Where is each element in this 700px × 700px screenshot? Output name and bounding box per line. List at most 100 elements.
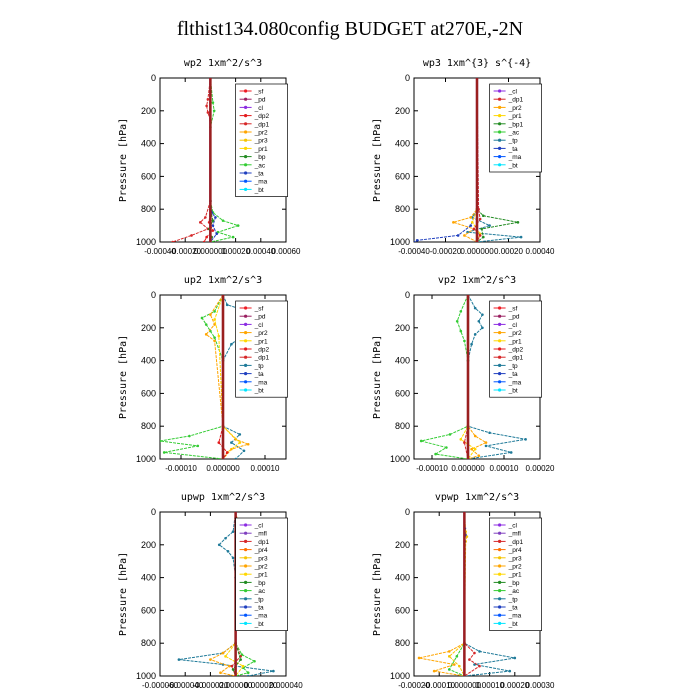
- legend-marker: [244, 564, 248, 568]
- series-point-pr2: [234, 438, 237, 441]
- series-group: [171, 78, 240, 242]
- series-point-pr1: [224, 655, 227, 658]
- series-point-ac: [448, 433, 452, 436]
- legend-label: _dp1: [508, 97, 524, 104]
- legend-label: _ta: [254, 171, 264, 178]
- legend-marker: [244, 388, 248, 392]
- y-tick-label: 800: [141, 204, 156, 214]
- legend-marker: [244, 556, 248, 560]
- series-point-tp: [513, 656, 517, 660]
- series-point-tp: [234, 457, 237, 459]
- x-tick-label: 0.00020: [221, 247, 250, 256]
- legend-marker: [244, 331, 248, 335]
- legend-label: _ma: [508, 613, 522, 620]
- series-point-pr2: [473, 434, 477, 438]
- legend-label: _bp: [254, 154, 266, 161]
- series-point-ta: [214, 216, 217, 219]
- legend-label: _mfl: [254, 531, 268, 538]
- legend-marker: [244, 89, 248, 93]
- chart-title: wp3 1xm^{3} s^{-4}: [423, 58, 531, 69]
- x-tick-label: 0.00010: [490, 464, 519, 473]
- legend-marker: [498, 605, 502, 609]
- legend-marker: [244, 613, 248, 617]
- series-point-bp: [480, 227, 484, 231]
- legend-marker: [498, 114, 502, 118]
- legend: _cl_mfl_dp1_pr4_pr3_pr2_pr1_bp_ac_tp_ta_…: [235, 517, 288, 631]
- series-point-tp: [226, 550, 230, 553]
- legend-marker: [244, 621, 248, 626]
- legend-marker: [244, 572, 248, 576]
- legend-label: _pd: [508, 314, 520, 321]
- y-tick-label: 1000: [390, 671, 410, 681]
- series-point-ac: [211, 101, 215, 104]
- legend-marker: [498, 89, 502, 93]
- x-tick-label: 0.000000: [460, 247, 494, 256]
- series-point-ac: [455, 655, 459, 658]
- series-point-dp2: [211, 229, 215, 232]
- legend-label: _cl: [508, 523, 518, 530]
- legend-marker: [244, 122, 248, 126]
- series-line-ac: [421, 295, 469, 459]
- series-point-dp1: [468, 658, 471, 661]
- series-line-pr1: [224, 512, 244, 676]
- series-point-ac: [434, 452, 437, 456]
- y-tick-label: 400: [141, 356, 156, 366]
- y-tick-label: 400: [141, 573, 156, 583]
- series-point-pr2: [219, 671, 222, 675]
- series-point-dp1: [171, 240, 174, 242]
- x-tick-label: -0.000060: [142, 681, 179, 690]
- chart-panel-4: vp2 1xm^2/s^3 Pressure [hPa] 0 200 400 600 800…: [372, 275, 555, 473]
- x-tick-label: 0.00020: [494, 247, 523, 256]
- legend-marker: [498, 388, 502, 392]
- series-point-pr2: [463, 234, 466, 237]
- legend-marker: [498, 146, 502, 150]
- legend-marker: [244, 146, 248, 150]
- series-point-tp: [477, 319, 481, 323]
- series-point-ac: [419, 439, 423, 443]
- y-tick-label: 0: [151, 507, 156, 517]
- y-tick-label: 600: [395, 388, 410, 398]
- y-tick-label: 600: [395, 605, 410, 615]
- legend-label: _bt: [508, 621, 518, 628]
- legend-label: _dp1: [508, 355, 524, 362]
- series-point-tp: [524, 438, 527, 441]
- series-point-pr2: [453, 663, 456, 666]
- legend-marker: [498, 314, 502, 318]
- series-point-pr2: [447, 650, 451, 653]
- series-point-pr3: [447, 655, 451, 658]
- legend-marker: [498, 613, 502, 617]
- legend-marker: [244, 97, 248, 101]
- series-point-pr1: [459, 438, 463, 441]
- legend-label: _pr3: [254, 555, 268, 562]
- legend: _cl_dp1_pr2_pr1_bp1 _ac_tp_ta_ma_bt: [489, 83, 542, 173]
- x-tick-label: 0.000000: [451, 464, 485, 473]
- legend-label: _tp: [508, 138, 518, 145]
- series-point-ac: [212, 109, 216, 113]
- legend-marker: [244, 314, 248, 318]
- series-point-tp: [508, 669, 512, 673]
- chart-title: vp2 1xm^2/s^3: [438, 275, 516, 286]
- y-tick-label: 400: [141, 139, 156, 149]
- series-point-ta: [414, 240, 416, 242]
- series-point-ac: [253, 659, 256, 663]
- chart-title: up2 1xm^2/s^3: [184, 275, 262, 286]
- y-tick-label: 1000: [390, 237, 410, 247]
- y-tick-label: 400: [395, 139, 410, 149]
- series-point-ac: [231, 235, 235, 239]
- y-tick-label: 200: [141, 323, 156, 333]
- y-tick-label: 600: [141, 605, 156, 615]
- legend-label: _pr4: [254, 547, 268, 554]
- series-point-ac: [204, 323, 208, 326]
- legend-marker: [498, 597, 502, 601]
- x-tick-label: -0.00020: [398, 681, 430, 690]
- y-tick-label: 1000: [136, 237, 156, 247]
- legend-marker: [244, 138, 248, 142]
- x-tick-label: -0.00010: [423, 681, 455, 690]
- series-point-dp1: [230, 664, 234, 668]
- legend-marker: [498, 355, 502, 359]
- legend-label: _pr1: [508, 338, 522, 345]
- chart-panel-1: wp2 1xm^2/s^3 Pressure [hPa] 0 200 400 600 800…: [118, 58, 301, 256]
- series-point-bp: [231, 668, 235, 671]
- legend-label: _pr1: [254, 572, 268, 579]
- legend-label: _bp1: [508, 121, 524, 128]
